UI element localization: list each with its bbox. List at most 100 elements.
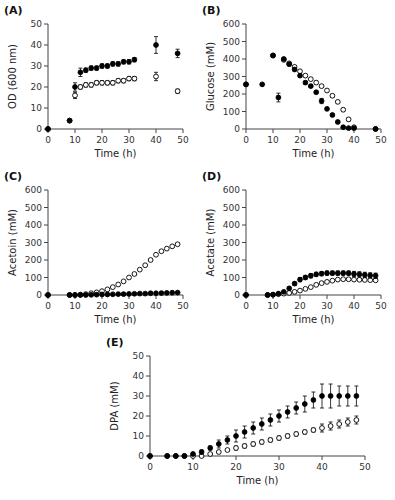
y-tick-label: 200 <box>223 89 240 99</box>
point <box>164 246 169 251</box>
x-tick-label: 0 <box>243 135 249 145</box>
error-bar <box>277 436 281 440</box>
error-bar <box>352 271 356 276</box>
error-cap <box>329 408 333 409</box>
point <box>341 271 346 276</box>
error-bar <box>225 436 229 444</box>
point <box>302 402 307 407</box>
marks <box>46 242 180 298</box>
x-tick <box>273 129 274 133</box>
error-bar <box>311 392 315 408</box>
x-tick-label: 40 <box>348 301 360 311</box>
error-bar <box>260 418 264 430</box>
x-tick-label: 50 <box>359 462 371 472</box>
panel-title: (B) <box>202 4 220 17</box>
point <box>277 436 282 441</box>
error-bar <box>357 272 361 277</box>
point <box>46 127 51 132</box>
y-tick-label: 50 <box>31 19 43 29</box>
point <box>325 106 330 111</box>
point <box>127 292 132 297</box>
point <box>78 85 83 90</box>
point <box>116 62 121 67</box>
y-tick <box>44 225 48 226</box>
point <box>368 278 373 283</box>
y-tick-label: 40 <box>31 40 43 50</box>
point <box>127 59 132 64</box>
y-axis-label: DPA (mM) <box>109 381 120 430</box>
y-tick-label: 100 <box>25 273 42 283</box>
point <box>83 293 88 298</box>
point <box>319 99 324 104</box>
point <box>225 438 230 443</box>
error-bar <box>208 446 212 450</box>
error-bar <box>325 271 329 275</box>
figure: 0102030405001020304050Time (h)OD (600 nm… <box>0 0 395 500</box>
x-axis-label: Time (h) <box>94 148 137 159</box>
x-tick <box>156 129 157 133</box>
x-tick-label: 20 <box>230 462 242 472</box>
point <box>308 273 313 278</box>
point <box>234 446 239 451</box>
point <box>319 84 324 89</box>
point <box>302 430 307 435</box>
error-bar <box>320 85 324 88</box>
point <box>154 252 159 257</box>
x-tick-label: 10 <box>69 301 81 311</box>
y-tick <box>242 190 246 191</box>
x-axis <box>246 129 381 130</box>
error-bar <box>368 273 372 278</box>
point <box>346 126 351 131</box>
point <box>265 293 270 298</box>
point <box>341 107 346 112</box>
point <box>260 82 265 87</box>
panel: 0102030405001020304050Time (h)DPA (mM)(E… <box>106 336 371 486</box>
error-cap <box>251 434 255 435</box>
error-bar <box>354 416 358 424</box>
error-bar <box>303 74 307 77</box>
point <box>110 292 115 297</box>
error-cap <box>329 422 333 423</box>
x-tick-label: 50 <box>375 135 387 145</box>
error-cap <box>276 93 280 94</box>
error-bar <box>303 430 307 434</box>
point <box>276 291 281 296</box>
error-bar <box>234 446 238 450</box>
x-tick-label: 20 <box>96 135 108 145</box>
error-bar <box>346 418 350 426</box>
point <box>271 292 276 297</box>
error-bar <box>329 422 333 430</box>
point <box>298 73 303 78</box>
point <box>335 277 340 282</box>
point <box>127 76 132 81</box>
y-tick-label: 600 <box>25 185 42 195</box>
point <box>132 272 137 277</box>
error-cap <box>73 82 77 83</box>
error-cap <box>320 408 324 409</box>
error-bar <box>298 278 302 282</box>
error-bar <box>268 414 272 426</box>
y-tick-label: 0 <box>36 290 42 300</box>
point <box>287 62 292 67</box>
point <box>121 78 126 83</box>
point <box>132 57 137 62</box>
point <box>294 432 299 437</box>
point <box>281 57 286 62</box>
point <box>121 279 126 284</box>
x-axis-label: Time (h) <box>94 314 137 325</box>
point <box>78 292 83 297</box>
y-tick-label: 400 <box>223 220 240 230</box>
error-bar <box>105 81 109 85</box>
error-bar <box>116 62 120 66</box>
point <box>345 394 350 399</box>
y-tick-label: 10 <box>133 431 145 441</box>
error-cap <box>294 402 298 403</box>
point <box>110 285 115 290</box>
point <box>352 125 357 130</box>
error-bar <box>346 386 350 406</box>
point <box>330 93 335 98</box>
error-cap <box>286 406 290 407</box>
point <box>105 64 110 69</box>
point <box>244 82 249 87</box>
point <box>234 434 239 439</box>
